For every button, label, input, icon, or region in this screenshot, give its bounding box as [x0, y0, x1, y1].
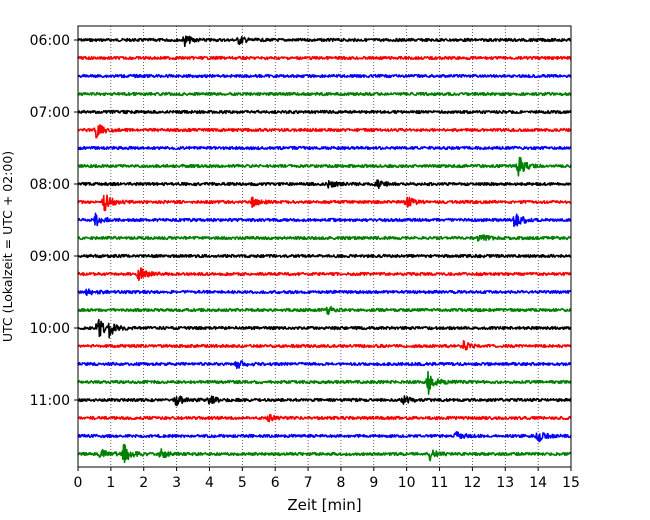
trace-0745 — [77, 156, 572, 177]
x-tick-label: 9 — [369, 475, 378, 491]
x-tick-label: 1 — [106, 475, 115, 491]
trace-0930 — [77, 288, 572, 297]
y-tick-label: 07:00 — [30, 105, 70, 121]
trace-1045 — [77, 370, 572, 395]
trace-0845 — [77, 234, 572, 242]
x-tick-label: 12 — [463, 475, 481, 491]
x-tick-label: 2 — [139, 475, 148, 491]
trace-0630 — [77, 73, 572, 79]
trace-1000 — [77, 318, 572, 339]
x-tick-label: 15 — [562, 475, 580, 491]
x-axis-ticks: 0 1 2 3 4 5 6 7 8 9 10 11 12 13 14 15 — [74, 467, 580, 491]
x-tick-label: 7 — [304, 475, 313, 491]
trace-0830 — [77, 212, 572, 228]
trace-0945 — [77, 305, 572, 316]
trace-1030 — [77, 360, 572, 370]
traces — [77, 35, 572, 464]
trace-0715 — [77, 124, 572, 139]
trace-1100 — [77, 395, 572, 407]
x-tick-label: 13 — [496, 475, 514, 491]
y-tick-label: 09:00 — [30, 249, 70, 265]
x-tick-label: 0 — [74, 475, 83, 491]
trace-1015 — [77, 340, 572, 351]
x-tick-label: 10 — [398, 475, 416, 491]
y-tick-label: 06:00 — [30, 33, 70, 49]
plot-area-frame — [77, 25, 572, 468]
trace-0615 — [77, 55, 572, 61]
x-tick-label: 6 — [271, 475, 280, 491]
x-tick-label: 3 — [172, 475, 181, 491]
x-tick-label: 11 — [431, 475, 449, 491]
x-tick-label: 4 — [205, 475, 214, 491]
trace-1115 — [77, 413, 572, 423]
y-axis-ticks: 06:00 07:00 08:00 09:00 10:00 11:00 — [30, 33, 78, 409]
x-tick-label: 5 — [238, 475, 247, 491]
y-axis-title: UTC (Lokalzeit = UTC + 02:00) — [0, 151, 15, 342]
trace-0915 — [77, 267, 572, 282]
trace-0600 — [77, 35, 572, 48]
y-tick-label: 11:00 — [30, 393, 70, 409]
trace-0700 — [77, 109, 572, 115]
trace-0730 — [77, 145, 572, 151]
y-tick-label: 08:00 — [30, 177, 70, 193]
trace-0800 — [77, 179, 572, 190]
trace-1145 — [77, 443, 572, 464]
trace-0645 — [77, 91, 572, 97]
x-tick-label: 8 — [336, 475, 345, 491]
x-tick-label: 14 — [529, 475, 547, 491]
trace-0900 — [77, 253, 572, 259]
x-axis-title: Zeit [min] — [287, 496, 361, 514]
y-tick-label: 10:00 — [30, 321, 70, 337]
trace-1130 — [77, 431, 572, 443]
trace-0815 — [77, 194, 572, 212]
